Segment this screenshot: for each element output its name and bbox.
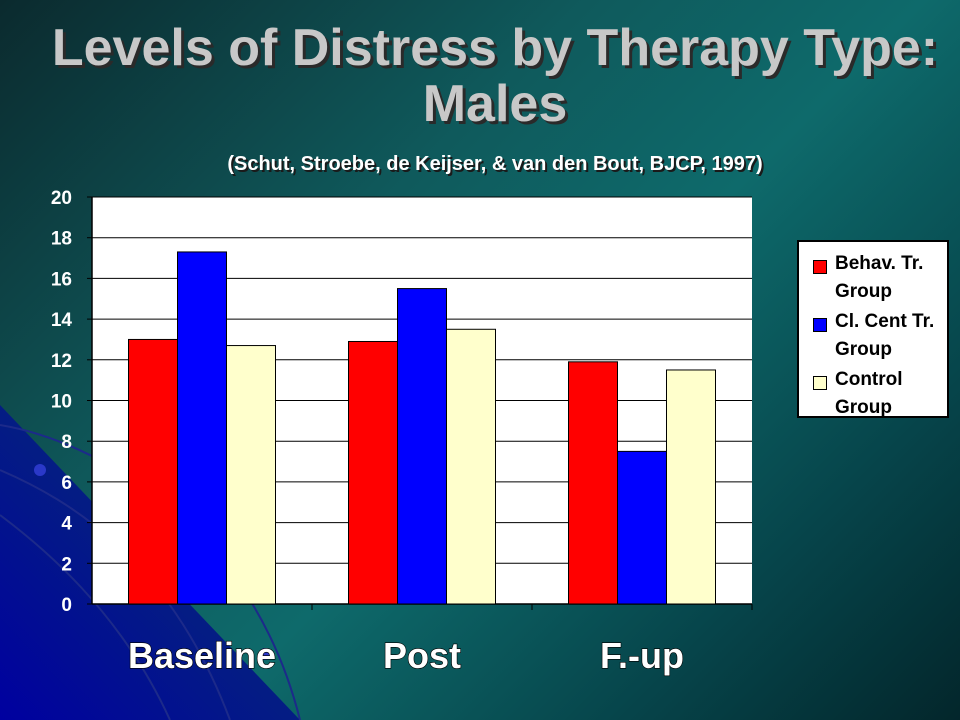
x-category-label: Baseline [128, 635, 276, 676]
bar [348, 340, 398, 605]
bar [177, 251, 227, 605]
slide-subtitle: (Schut, Stroebe, de Keijser, & van den B… [227, 153, 763, 175]
legend-swatch [813, 376, 827, 390]
x-category-label: F.-up [600, 635, 684, 676]
y-tick-label: 20 [51, 188, 72, 209]
bar [568, 361, 618, 605]
legend-label: Cl. Cent Tr. Group [835, 311, 935, 360]
bar [397, 288, 447, 605]
bar [666, 369, 716, 605]
y-tick-label: 14 [51, 310, 73, 331]
y-tick-label: 2 [61, 554, 72, 575]
bar [226, 345, 276, 605]
y-tick-label: 12 [51, 351, 72, 372]
x-category-label: Post [383, 635, 461, 676]
decorative-dot [259, 648, 271, 660]
legend-label: Control Group [835, 369, 903, 418]
decorative-dot [34, 464, 46, 476]
legend-swatch [813, 260, 827, 274]
bar [446, 328, 496, 605]
legend-label: Behav. Tr. Group [835, 253, 924, 302]
y-tick-label: 6 [61, 473, 72, 494]
y-tick-label: 4 [61, 514, 72, 535]
decorative-arc [0, 514, 171, 720]
y-tick-label: 0 [61, 595, 72, 616]
slide-title: Levels of Distress by Therapy Type: Male… [51, 19, 939, 133]
y-tick-label: 18 [51, 229, 72, 250]
chart-legend: Behav. Tr. Group Cl. Cent Tr. Group Cont… [797, 240, 949, 418]
y-tick-label: 16 [51, 269, 72, 290]
y-tick-label: 8 [61, 432, 72, 453]
bar [617, 450, 667, 605]
legend-swatch [813, 318, 827, 332]
bar [128, 338, 178, 605]
y-tick-label: 10 [51, 392, 72, 413]
